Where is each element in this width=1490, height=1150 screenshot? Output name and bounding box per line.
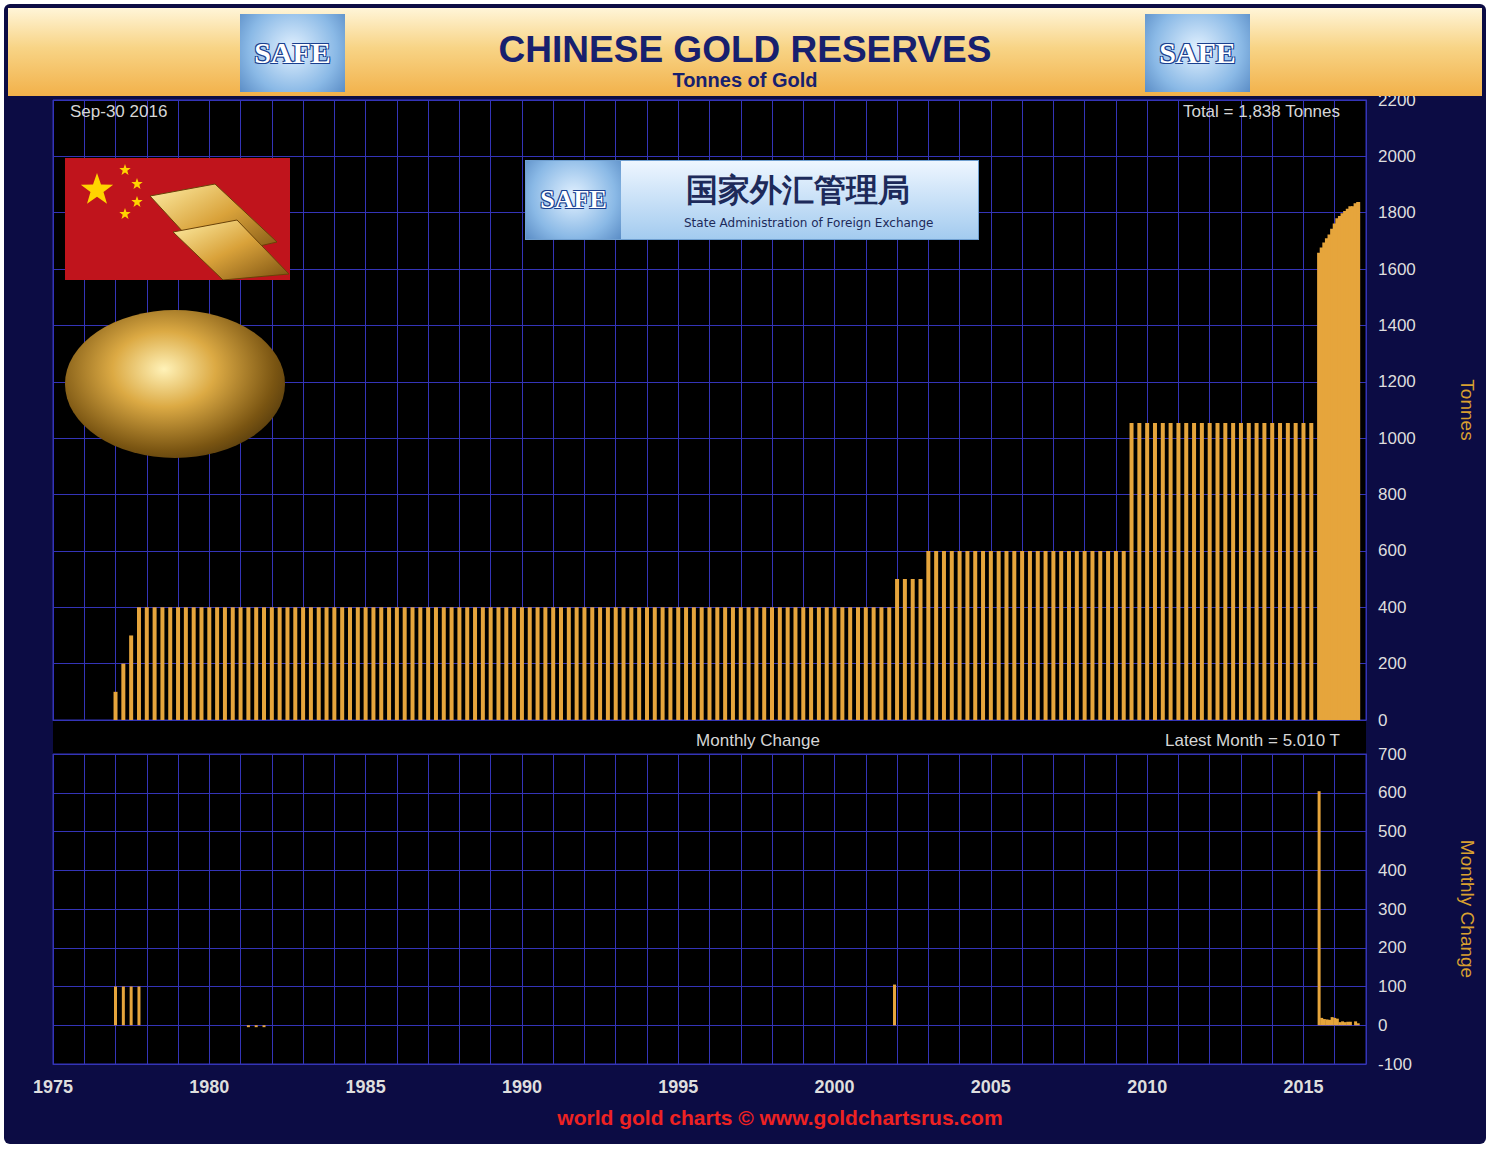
html-text:State Administration of Foreig: State Administration of Foreign Exchange xyxy=(684,216,934,230)
svg-text:2000: 2000 xyxy=(1378,147,1416,166)
svg-text:1995: 1995 xyxy=(658,1077,698,1097)
svg-text:Monthly Change: Monthly Change xyxy=(1457,840,1478,978)
svg-text:Tonnes: Tonnes xyxy=(1457,379,1478,440)
svg-text:100: 100 xyxy=(1378,977,1406,996)
svg-text:-100: -100 xyxy=(1378,1055,1412,1074)
svg-text:0: 0 xyxy=(1378,1016,1387,1035)
svg-text:1990: 1990 xyxy=(502,1077,542,1097)
html-text:SAFE: SAFE xyxy=(1159,36,1236,69)
html-text:SAFE: SAFE xyxy=(540,185,607,214)
svg-text:1975: 1975 xyxy=(33,1077,73,1097)
svg-text:2005: 2005 xyxy=(971,1077,1011,1097)
html-text:CHINESE GOLD RESERVES: CHINESE GOLD RESERVES xyxy=(498,29,992,70)
svg-text:1000: 1000 xyxy=(1378,429,1416,448)
svg-text:500: 500 xyxy=(1378,822,1406,841)
svg-text:600: 600 xyxy=(1378,783,1406,802)
svg-text:1985: 1985 xyxy=(346,1077,386,1097)
svg-text:1400: 1400 xyxy=(1378,316,1416,335)
svg-text:800: 800 xyxy=(1378,485,1406,504)
svg-text:700: 700 xyxy=(1378,745,1406,764)
html-text:Sep-30 2016: Sep-30 2016 xyxy=(70,102,168,121)
html-text:Total = 1,838 Tonnes: Total = 1,838 Tonnes xyxy=(1182,102,1340,121)
svg-text:2200: 2200 xyxy=(1378,91,1416,110)
svg-text:2000: 2000 xyxy=(815,1077,855,1097)
svg-text:300: 300 xyxy=(1378,900,1406,919)
svg-text:2015: 2015 xyxy=(1283,1077,1323,1097)
html-text:world gold charts © www.goldch: world gold charts © www.goldchartsrus.co… xyxy=(557,1106,1003,1129)
svg-text:2010: 2010 xyxy=(1127,1077,1167,1097)
svg-text:400: 400 xyxy=(1378,861,1406,880)
svg-text:1200: 1200 xyxy=(1378,372,1416,391)
svg-text:200: 200 xyxy=(1378,654,1406,673)
svg-text:200: 200 xyxy=(1378,938,1406,957)
html-text:SAFE: SAFE xyxy=(254,36,331,69)
html-text:Tonnes of Gold: Tonnes of Gold xyxy=(672,69,818,91)
svg-text:400: 400 xyxy=(1378,598,1406,617)
html-text:Latest Month = 5.010 T: Latest Month = 5.010 T xyxy=(1165,731,1340,750)
svg-text:600: 600 xyxy=(1378,541,1406,560)
svg-text:1980: 1980 xyxy=(189,1077,229,1097)
svg-text:1600: 1600 xyxy=(1378,260,1416,279)
html-text:国家外汇管理局: 国家外汇管理局 xyxy=(686,171,910,209)
svg-text:1800: 1800 xyxy=(1378,203,1416,222)
html-text:Monthly Change: Monthly Change xyxy=(696,731,820,750)
svg-text:0: 0 xyxy=(1378,711,1387,730)
